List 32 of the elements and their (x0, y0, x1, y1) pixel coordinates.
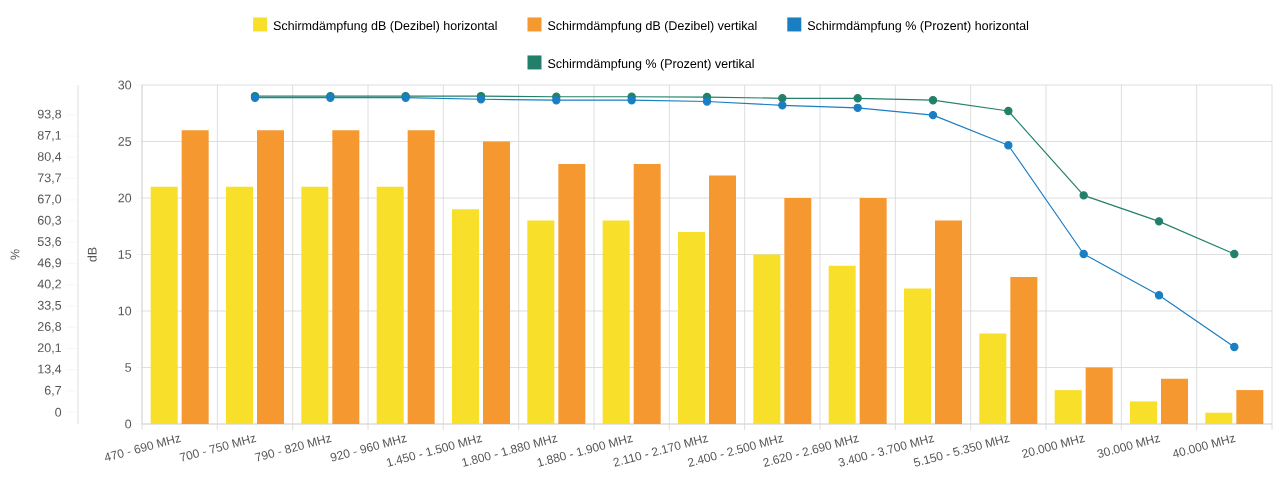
y2-tick-label: 67,0 (37, 194, 62, 205)
y2-tick-label: 13,4 (38, 364, 62, 375)
y2-tick-label: 60,3 (37, 215, 62, 227)
y2-tick-label: 26,8 (37, 322, 62, 333)
y2-tick-label: 87,1 (37, 130, 62, 142)
x-tick-label: 40.000 MHz (1173, 435, 1236, 458)
y2-tick-label: 0 (55, 407, 62, 417)
y2-tick-label: 53,6 (37, 237, 62, 248)
y2-tick-label: 80,4 (37, 152, 62, 163)
y-tick-label: 10 (118, 306, 132, 316)
y-tick-label: 0 (125, 419, 132, 429)
y-tick-label: 20 (118, 193, 132, 203)
x-tick-label: 30.000 MHz (1097, 435, 1161, 458)
y-tick-label: 25 (118, 137, 132, 146)
y-axis-title: dB (87, 247, 97, 262)
y2-tick-label: 20,1 (37, 343, 62, 354)
x-tick-label: 470 - 690 MHz (105, 435, 181, 461)
legend-label: Schirmdämpfung % (Prozent) horizontal (807, 20, 1029, 33)
y2-tick-label: 46,9 (37, 258, 62, 269)
legend-label: Schirmdämpfung dB (Dezibel) horizontal (273, 20, 497, 33)
y-tick-label: 15 (118, 250, 132, 259)
x-tick-label: 20.000 MHz (1022, 435, 1085, 459)
legend-label: Schirmdämpfung dB (Dezibel) vertikal (548, 20, 757, 33)
y2-tick-label: 93,8 (37, 109, 62, 120)
y2-axis-title: % (10, 249, 20, 260)
y2-tick-label: 33,5 (37, 300, 62, 312)
y-tick-label: 5 (125, 363, 132, 372)
y-tick-label: 30 (118, 80, 132, 90)
y2-tick-label: 6,7 (44, 385, 62, 397)
legend-label: Schirmdämpfung % (Prozent) vertikal (548, 58, 754, 71)
y2-tick-label: 73,7 (37, 173, 62, 184)
y2-tick-label: 40,2 (37, 279, 62, 290)
